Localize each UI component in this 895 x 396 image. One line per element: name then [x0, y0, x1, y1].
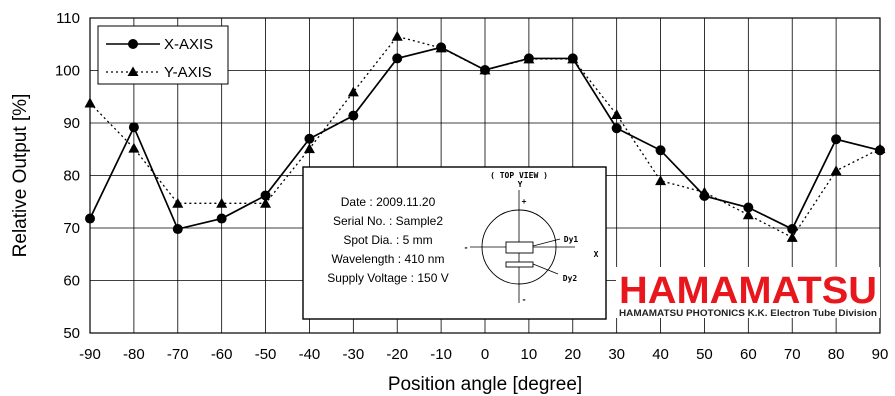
- data-point-y-axis: [128, 142, 140, 153]
- x-tick-label: -90: [79, 346, 101, 363]
- y-tick-label: 50: [63, 325, 80, 342]
- data-point-x-axis: [216, 213, 227, 224]
- data-point-x-axis: [655, 145, 666, 156]
- data-point-y-axis: [260, 197, 272, 208]
- x-tick-label: 40: [652, 346, 669, 363]
- data-point-x-axis: [85, 213, 95, 224]
- x-tick-label: 50: [696, 346, 713, 363]
- top-view-label: ( TOP VIEW ): [490, 171, 548, 180]
- data-point-y-axis: [742, 209, 754, 220]
- x-tick-label: 90: [872, 346, 889, 363]
- data-point-x-axis: [831, 134, 842, 145]
- x-tick-label: -10: [430, 346, 452, 363]
- y-axis-title: Relative Output [%]: [10, 94, 31, 258]
- info-serial: Serial No. : Sample2: [333, 214, 443, 228]
- top-view-diagram: ( TOP VIEW ) Y + - - X Dy1 Dy2: [464, 171, 599, 304]
- data-point-x-axis: [699, 190, 710, 201]
- x-tick-label: -80: [123, 346, 145, 363]
- data-point-x-axis: [348, 110, 359, 121]
- x-tick-label: 70: [784, 346, 801, 363]
- x-tick-label: -20: [386, 346, 408, 363]
- data-point-x-axis: [523, 53, 534, 64]
- top-view-y-label: Y: [518, 180, 523, 189]
- legend-marker-x-axis: [128, 39, 138, 49]
- hamamatsu-logo: HAMAMATSU HAMAMATSU PHOTONICS K.K. Elect…: [616, 267, 880, 318]
- info-box: Date : 2009.11.20 Serial No. : Sample2 S…: [302, 166, 607, 320]
- data-point-y-axis: [655, 175, 667, 186]
- legend: X-AXIS Y-AXIS: [97, 25, 229, 85]
- x-tick-label: 10: [521, 346, 538, 363]
- top-view-dy1-label: Dy1: [564, 235, 579, 244]
- top-view-dy2-leader: [532, 263, 559, 275]
- top-view-dynode-1: [505, 241, 534, 254]
- logo-subtitle: HAMAMATSU PHOTONICS K.K. Electron Tube D…: [619, 308, 877, 318]
- plot-frame: [89, 17, 881, 334]
- y-tick-label: 110: [56, 10, 80, 27]
- data-point-y-axis: [172, 197, 184, 208]
- data-point-x-axis: [172, 224, 183, 235]
- series-x-axis: [85, 42, 885, 235]
- data-point-y-axis: [347, 86, 359, 97]
- x-tick-labels: -90 -80 -70 -60 -50 -40 -30 -20 -10 0 10 20 30 40 50 60…: [79, 346, 888, 363]
- data-point-x-axis: [304, 133, 315, 144]
- x-tick-label: 60: [740, 346, 757, 363]
- x-tick-label: 20: [564, 346, 581, 363]
- data-point-y-axis: [611, 109, 623, 119]
- y-tick-label: 90: [63, 115, 80, 132]
- info-spot: Spot Dia. : 5 mm: [343, 233, 432, 247]
- top-view-tube-outline: [481, 209, 557, 285]
- data-point-y-axis: [303, 143, 315, 154]
- y-tick-label: 100: [55, 63, 80, 80]
- top-view-dynode-2: [505, 261, 534, 268]
- x-tick-label: 30: [608, 346, 625, 363]
- x-tick-label: -70: [167, 346, 189, 363]
- top-view-plus-label: +: [522, 197, 527, 206]
- x-tick-label: -60: [211, 346, 233, 363]
- data-point-x-axis: [128, 122, 139, 133]
- info-date: Date : 2009.11.20: [341, 195, 436, 209]
- legend-box: [97, 25, 229, 85]
- x-tick-label: 80: [828, 346, 845, 363]
- top-view-x-label: X: [594, 250, 599, 259]
- data-point-y-axis: [830, 165, 842, 176]
- data-point-x-axis: [743, 202, 754, 213]
- data-point-x-axis: [787, 224, 798, 235]
- x-tick-label: -30: [342, 346, 364, 363]
- data-point-y-axis: [216, 197, 228, 208]
- x-axis-title: Position angle [degree]: [388, 374, 582, 395]
- series-layer: [84, 30, 886, 242]
- data-point-x-axis: [260, 190, 271, 201]
- data-point-x-axis: [611, 123, 622, 134]
- data-point-x-axis: [875, 145, 885, 156]
- top-view-dy2-label: Dy2: [563, 274, 578, 283]
- top-view-minus-bottom-label: -: [522, 295, 527, 304]
- top-view-minus-left-label: -: [464, 243, 469, 252]
- info-voltage: Supply Voltage : 150 V: [327, 271, 448, 285]
- info-wavelength: Wavelength : 410 nm: [332, 252, 445, 266]
- data-point-x-axis: [480, 64, 490, 75]
- legend-marker-y-axis: [127, 66, 139, 76]
- data-point-y-axis: [391, 30, 403, 41]
- data-point-y-axis: [786, 231, 798, 242]
- legend-label-y-axis: Y-AXIS: [164, 64, 212, 81]
- data-point-x-axis: [436, 42, 447, 53]
- data-point-y-axis: [84, 97, 96, 108]
- y-tick-label: 70: [63, 220, 80, 237]
- logo-wordmark: HAMAMATSU: [619, 270, 877, 312]
- y-tick-label: 80: [63, 168, 80, 185]
- top-view-dy1-leader: [532, 238, 561, 247]
- x-tick-label: -40: [299, 346, 321, 363]
- x-tick-label: 0: [481, 346, 489, 363]
- y-tick-labels: 50 60 70 80 90 100 110: [55, 10, 80, 342]
- legend-label-x-axis: X-AXIS: [164, 36, 213, 53]
- logo-background: [616, 267, 880, 318]
- y-tick-label: 60: [63, 273, 80, 290]
- x-tick-label: -50: [255, 346, 277, 363]
- data-point-x-axis: [567, 53, 578, 64]
- data-point-x-axis: [392, 53, 403, 64]
